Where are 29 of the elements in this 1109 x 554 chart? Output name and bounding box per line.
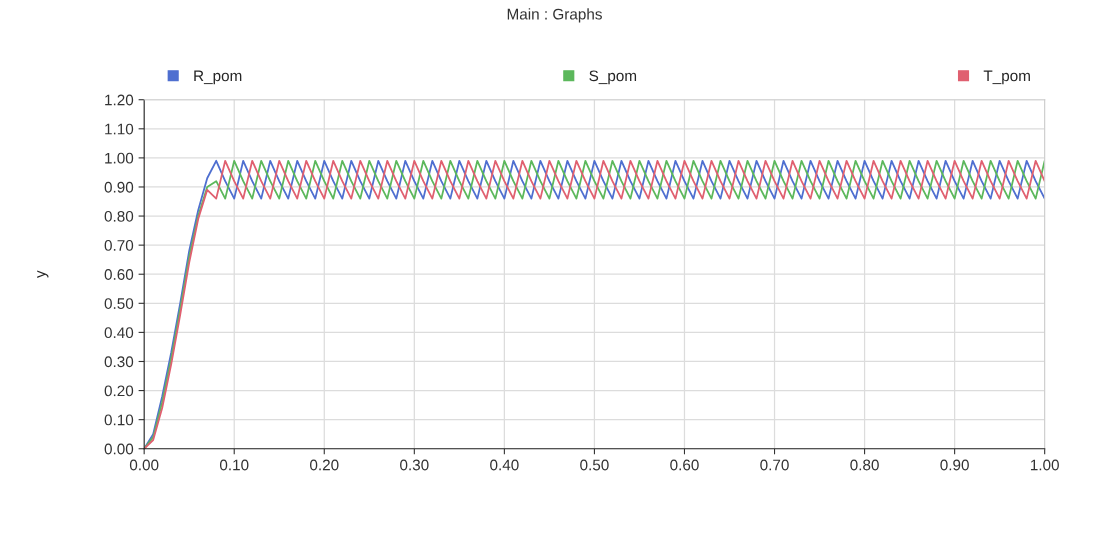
y-tick-label: 0.20	[104, 385, 134, 397]
y-tick-label: 0.70	[104, 240, 134, 251]
x-tick-label: 0.80	[850, 459, 879, 471]
legend-label: T_pom	[983, 70, 1030, 85]
y-axis-title: y	[37, 270, 49, 279]
x-tick-label: 0.70	[760, 459, 789, 471]
y-tick-label: 0.30	[104, 356, 134, 368]
y-tick-label: 0.90	[104, 181, 134, 193]
y-tick-label: 1.20	[105, 94, 134, 106]
y-tick-label: 0.50	[104, 298, 134, 309]
x-tick-label: 1.00	[1030, 459, 1059, 471]
y-tick-label: 0.80	[104, 210, 134, 222]
x-tick-label: 0.20	[310, 459, 339, 471]
x-tick-label: 0.40	[490, 459, 519, 471]
y-tick-label: 1.00	[105, 152, 134, 164]
x-tick-label: 0.30	[400, 459, 429, 471]
x-tick-label: 0.50	[580, 459, 609, 471]
y-tick-label: 0.60	[104, 269, 134, 280]
y-tick-label: 1.10	[105, 123, 134, 135]
y-tick-label: 0.40	[104, 327, 134, 339]
legend-label: S_pom	[589, 70, 637, 85]
x-tick-label: 0.90	[940, 459, 969, 471]
legend-label: R_pom	[194, 70, 242, 85]
y-tick-label: 0.00	[104, 443, 134, 455]
x-tick-label: 0.00	[129, 459, 159, 471]
x-tick-label: 0.10	[219, 459, 249, 471]
x-tick-label: 0.60	[670, 459, 699, 471]
y-tick-label: 0.10	[104, 414, 134, 426]
chart-title: Main : Graphs	[507, 8, 602, 23]
